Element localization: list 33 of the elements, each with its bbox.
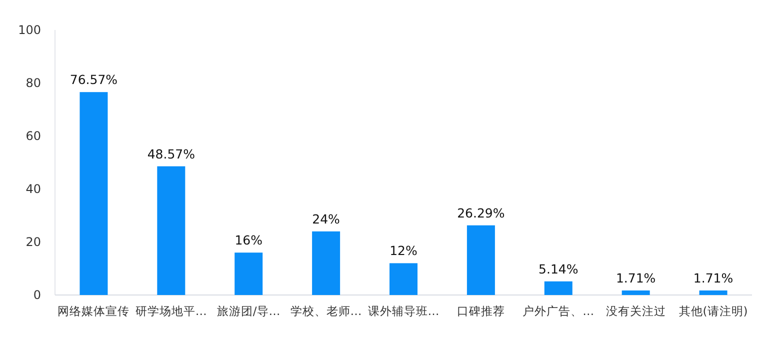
data-label: 76.57% (70, 72, 118, 88)
bar (466, 225, 495, 295)
y-tick-label: 20 (26, 235, 41, 249)
data-label: 12% (390, 243, 418, 258)
y-tick-label: 40 (26, 182, 41, 196)
data-label: 24% (312, 211, 340, 226)
bar (234, 252, 263, 295)
x-tick-label: 没有关注过 (606, 304, 666, 318)
bar (622, 290, 650, 295)
data-label: 16% (234, 232, 263, 248)
bar (312, 231, 340, 295)
data-label: 26.29% (457, 205, 505, 220)
x-tick-label: 其他(请注明) (678, 304, 748, 318)
x-tick-label: 网络媒体宣传 (58, 304, 130, 318)
bar (699, 290, 728, 295)
x-tick-label: 研学场地平… (135, 304, 207, 318)
x-tick-label: 课外辅导班… (368, 304, 440, 318)
y-tick-label: 100 (18, 23, 41, 37)
x-tick-label: 口碑推荐 (456, 304, 505, 318)
x-tick-label: 学校、老师… (290, 304, 362, 318)
y-tick-label: 80 (26, 76, 41, 90)
bar (80, 92, 108, 295)
x-tick-label: 户外广告、… (522, 304, 594, 318)
bar (544, 281, 572, 295)
data-label: 5.14% (538, 261, 578, 276)
bar (390, 263, 418, 295)
x-tick-label: 旅游团/导… (216, 304, 280, 318)
bar (157, 166, 186, 295)
data-label: 48.57% (147, 146, 196, 162)
y-tick-label: 0 (33, 288, 41, 302)
data-label: 1.71% (616, 270, 656, 286)
data-label: 1.71% (693, 270, 734, 286)
y-tick-label: 60 (26, 129, 41, 143)
